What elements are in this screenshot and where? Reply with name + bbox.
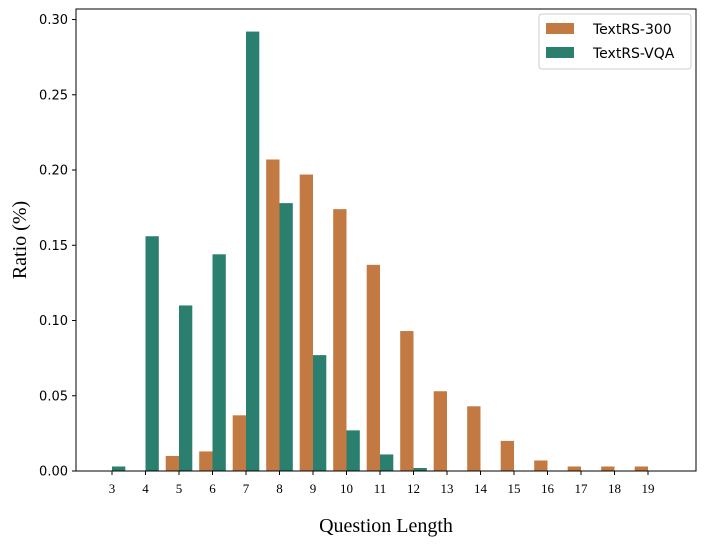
x-tick-label: 7 — [243, 481, 250, 496]
bar-textrs-vqa-11 — [380, 454, 394, 471]
x-tick-label: 12 — [407, 481, 420, 496]
legend-swatch-textrs-300 — [546, 23, 574, 34]
bar-textrs-vqa-8 — [279, 203, 293, 471]
y-axis-label: Ratio (%) — [9, 201, 31, 279]
bar-textrs-300-17 — [567, 466, 581, 471]
legend-swatch-textrs-vqa — [546, 47, 574, 58]
bar-textrs-vqa-6 — [212, 254, 226, 471]
x-tick-label: 10 — [340, 481, 353, 496]
legend-label-textrs-vqa: TextRS-VQA — [592, 46, 675, 62]
x-tick-label: 13 — [441, 481, 454, 496]
y-axis: 0.00 0.05 0.10 0.15 0.20 0.25 0.30 — [39, 13, 76, 480]
legend: TextRS-300 TextRS-VQA — [538, 13, 692, 70]
y-tick-label: 0.00 — [39, 465, 68, 480]
bar-textrs-300-11 — [366, 264, 380, 471]
x-tick-label: 8 — [276, 481, 283, 496]
legend-box — [538, 13, 692, 70]
bar-textrs-300-18 — [601, 466, 615, 471]
bar-textrs-vqa-5 — [179, 305, 193, 471]
x-tick-label: 4 — [142, 481, 149, 496]
y-tick-label: 0.05 — [39, 389, 68, 404]
x-tick-label: 14 — [474, 481, 488, 496]
legend-label-textrs-300: TextRS-300 — [592, 22, 672, 38]
x-tick-label: 9 — [310, 481, 317, 496]
bar-textrs-vqa-9 — [313, 355, 327, 471]
bar-textrs-300-7 — [232, 415, 246, 471]
bar-textrs-300-9 — [299, 174, 313, 472]
x-tick-label: 15 — [508, 481, 521, 496]
x-tick-label: 16 — [541, 481, 555, 496]
bar-textrs-300-8 — [266, 159, 280, 472]
bar-textrs-vqa-4 — [145, 236, 159, 471]
y-tick-label: 0.30 — [39, 13, 68, 28]
bar-textrs-300-15 — [500, 440, 514, 471]
bar-textrs-vqa-7 — [246, 31, 260, 471]
bar-textrs-300-10 — [333, 209, 347, 471]
bar-textrs-vqa-3 — [112, 466, 126, 471]
x-tick-label: 3 — [109, 481, 116, 496]
plot-frame — [75, 8, 697, 472]
y-tick-label: 0.10 — [39, 314, 68, 329]
x-axis: 3 4 5 6 7 8 9 10 11 12 13 14 15 16 17 18 19 — [109, 471, 655, 496]
x-tick-label: 6 — [209, 481, 216, 496]
bar-textrs-300-16 — [534, 460, 548, 471]
bar-textrs-300-5 — [165, 455, 179, 471]
bar-textrs-vqa-12 — [413, 467, 427, 471]
x-tick-label: 5 — [176, 481, 183, 496]
bar-textrs-300-19 — [634, 466, 648, 471]
x-tick-label: 11 — [374, 481, 387, 496]
y-tick-label: 0.15 — [39, 239, 68, 254]
bar-textrs-300-14 — [467, 406, 481, 471]
y-tick-label: 0.20 — [39, 164, 68, 179]
x-axis-label: Question Length — [319, 515, 453, 537]
bar-textrs-vqa-10 — [346, 430, 360, 471]
bar-textrs-300-13 — [433, 391, 447, 471]
bar-textrs-300-12 — [400, 331, 414, 471]
y-tick-label: 0.25 — [39, 88, 68, 103]
x-tick-label: 19 — [642, 481, 655, 496]
x-tick-label: 18 — [608, 481, 621, 496]
bar-textrs-300-6 — [199, 451, 213, 471]
bars-layer — [112, 31, 648, 472]
x-tick-label: 17 — [575, 481, 589, 496]
